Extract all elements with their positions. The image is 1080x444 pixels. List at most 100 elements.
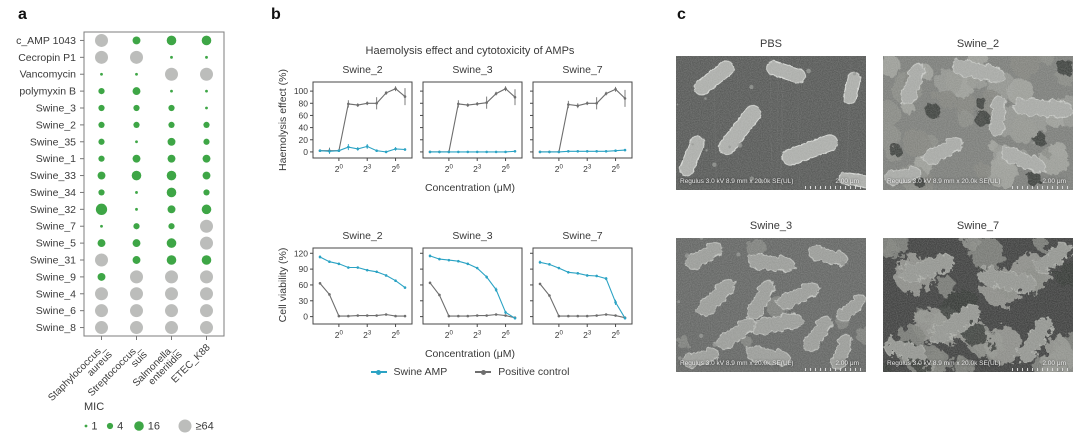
mic-dot: [165, 270, 178, 284]
sem-scale-ruler: [1012, 368, 1068, 371]
x-tick-label: 26: [611, 330, 620, 341]
data-point: [347, 266, 350, 269]
data-point: [585, 101, 589, 105]
data-point: [438, 150, 441, 154]
x-tick-label: 26: [611, 164, 620, 175]
data-point: [394, 314, 397, 318]
subplot-title: Swine_2: [342, 230, 382, 242]
plot-frame: [312, 81, 413, 159]
data-point: [567, 314, 570, 318]
data-point: [623, 316, 627, 320]
y-tick-label: 0: [303, 312, 308, 322]
data-point: [585, 314, 589, 318]
data-point: [567, 103, 570, 106]
mic-dot: [132, 256, 141, 264]
mic-dot: [166, 187, 177, 198]
data-point: [567, 150, 570, 153]
data-point: [475, 266, 479, 270]
sem-title: Swine_3: [749, 220, 793, 232]
plot-frame: [532, 247, 633, 325]
series-line: [540, 88, 626, 153]
mic-dot: [97, 239, 106, 248]
data-point: [485, 101, 488, 104]
data-point: [513, 316, 517, 320]
data-point: [403, 95, 407, 98]
mic-legend-label: 4: [117, 421, 123, 433]
mic-dot: [205, 89, 208, 93]
mic-dot: [205, 55, 208, 59]
mic-legend-dot: [106, 422, 114, 430]
mic-dot: [130, 321, 143, 335]
data-point: [623, 148, 627, 152]
plot-frame: [422, 81, 523, 159]
bubble-plot-frame: [83, 31, 225, 337]
data-point: [604, 150, 608, 153]
sem-image: Regulus 3.0 kV 8.9 mm x 20.0k SE(UL) 2.0…: [883, 238, 1073, 372]
y-tick-label: 100: [294, 86, 308, 96]
data-point: [513, 95, 517, 99]
mic-dot: [168, 121, 175, 128]
sem-scale-text: 2.00 μm: [1042, 360, 1066, 367]
data-point: [356, 147, 360, 151]
mic-dot: [167, 137, 176, 146]
mic-dot: [165, 321, 178, 335]
mic-dot: [205, 106, 208, 110]
data-point: [375, 314, 378, 317]
data-point: [365, 145, 369, 148]
x-tick-label: 23: [583, 164, 592, 175]
data-point: [375, 101, 378, 105]
x-tick-label: 26: [391, 330, 400, 341]
data-point: [623, 97, 627, 100]
row-label: Cecropin P1: [18, 52, 76, 64]
sem-scale-text: 2.00 μm: [835, 360, 859, 367]
data-point: [614, 149, 617, 153]
mic-dot: [97, 272, 106, 281]
data-point: [365, 101, 369, 105]
data-point: [557, 314, 561, 318]
data-point: [356, 266, 360, 269]
mic-dot: [166, 238, 177, 248]
data-point: [466, 262, 470, 266]
data-point: [595, 101, 598, 105]
y-tick-label: 90: [299, 264, 309, 274]
mic-dot: [170, 89, 173, 93]
y-tick-label: 120: [294, 248, 308, 258]
mic-dot: [170, 55, 173, 59]
data-point: [513, 150, 517, 153]
data-point: [475, 150, 479, 154]
data-point: [485, 314, 488, 317]
data-point: [375, 270, 378, 274]
mic-dot: [200, 321, 213, 335]
sem-scale-ruler: [805, 186, 861, 189]
haemolysis-x-axis-label: Concentration (μM): [424, 182, 516, 194]
sem-tile-swine-7: Swine_7 Regulus 3.0 kV 8.9 mm x 20.0k SE…: [883, 220, 1073, 372]
row-label: Swine_33: [30, 170, 76, 182]
data-point: [614, 87, 617, 91]
legend-label: Positive control: [498, 366, 570, 378]
mic-dot: [167, 205, 176, 214]
mic-legend-label: ≥64: [196, 421, 214, 433]
x-tick-label: 20: [335, 164, 344, 175]
sem-title: PBS: [759, 38, 782, 50]
data-point: [403, 286, 407, 289]
data-point: [595, 314, 598, 317]
mic-dot: [95, 50, 108, 64]
mic-dot: [203, 121, 210, 128]
data-point: [585, 150, 589, 153]
mic-dot: [165, 287, 178, 301]
series-line: [539, 283, 626, 319]
series-line: [540, 149, 626, 153]
data-point: [328, 293, 331, 296]
mic-dot: [130, 50, 143, 64]
mic-dot: [98, 121, 105, 128]
mic-dot: [133, 104, 140, 112]
mic-dot: [95, 304, 108, 318]
data-point: [337, 149, 341, 153]
data-point: [375, 149, 378, 153]
series-line: [320, 88, 406, 152]
mic-dot: [165, 304, 178, 318]
data-point: [394, 279, 397, 283]
mic-dot: [135, 191, 138, 194]
data-point: [576, 272, 580, 275]
mic-dot: [98, 138, 105, 145]
